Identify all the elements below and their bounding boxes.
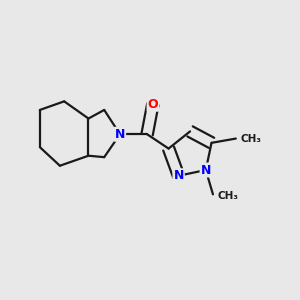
Text: CH₃: CH₃ [217, 191, 238, 201]
Text: N: N [173, 169, 184, 182]
Text: N: N [201, 164, 211, 176]
Text: N: N [115, 128, 125, 141]
Text: O: O [148, 98, 158, 111]
Text: CH₃: CH₃ [240, 134, 261, 144]
